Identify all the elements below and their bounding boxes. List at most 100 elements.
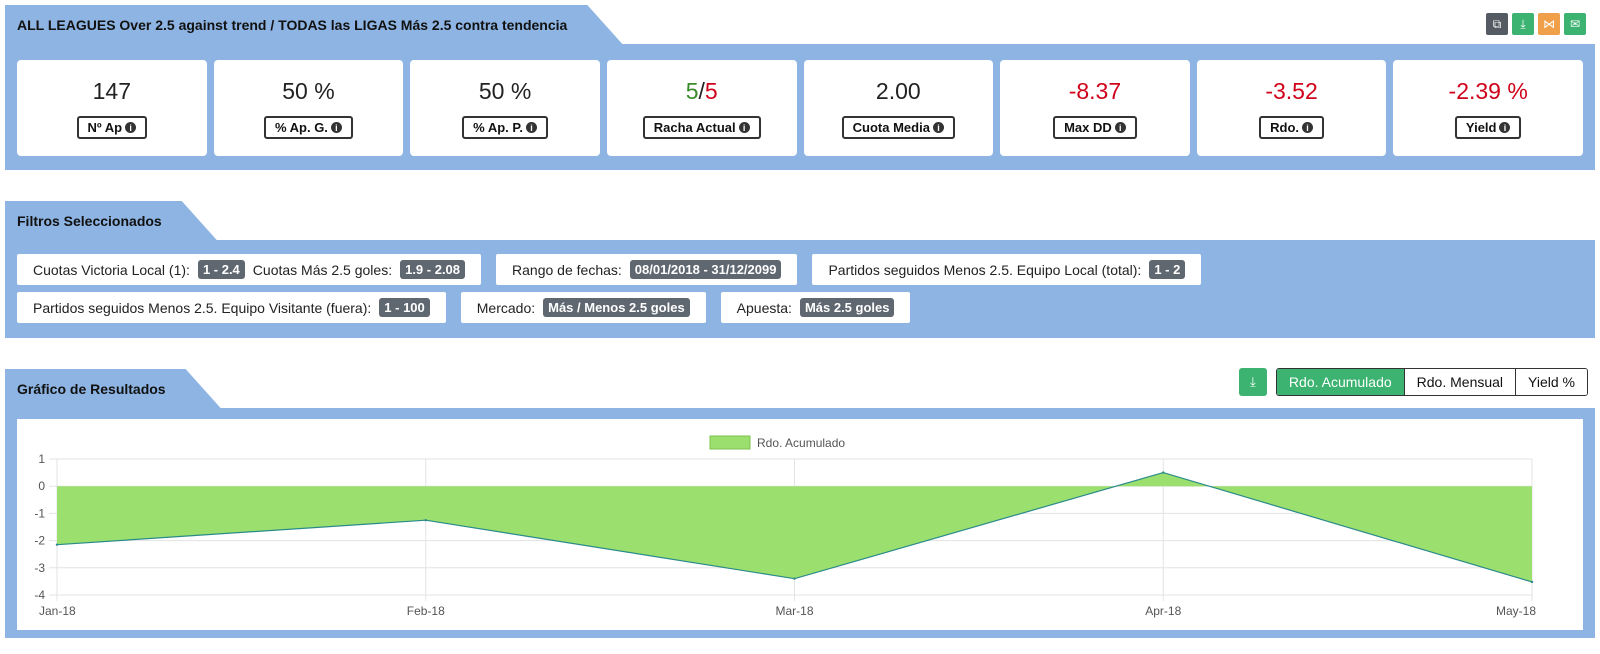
filter-label: Apuesta: — [736, 299, 792, 316]
stat-label[interactable]: Racha Actual i — [642, 116, 761, 139]
y-tick-label: -1 — [34, 506, 45, 520]
stat-value: 50 % — [478, 78, 532, 104]
y-tick-label: 0 — [38, 479, 45, 493]
data-point — [424, 519, 427, 522]
info-icon[interactable]: i — [1499, 122, 1511, 133]
stats-panel: 147 Nº Ap i 50 %% Ap. G. i 50 %% Ap. P. i 5/5 Ra… — [5, 44, 1595, 170]
stat-value: -2.39 % — [1448, 78, 1528, 104]
info-icon[interactable]: i — [1114, 122, 1126, 133]
chart-area: 1 0 -1 -2 -3 -4 Jan-18 Feb-18 Mar-18 Apr-18 May-18… — [17, 419, 1583, 630]
chart-download-icon[interactable]: ⤓ — [1238, 368, 1267, 396]
header-bar: ALL LEAGUES Over 2.5 against trend / TOD… — [0, 0, 1600, 44]
filter-chip: Apuesta: Más 2.5 goles — [720, 292, 911, 323]
chart-panel: 1 0 -1 -2 -3 -4 Jan-18 Feb-18 Mar-18 Apr-18 May-18… — [5, 408, 1595, 638]
filter-value-badge: 1.9 - 2.08 — [400, 260, 466, 279]
x-tick-label: Mar-18 — [775, 604, 813, 618]
share-icon[interactable]: ⋈ — [1538, 13, 1560, 35]
filters-header: Filtros Seleccionados — [0, 196, 1600, 240]
filter-label: Rango de fechas: — [512, 261, 622, 278]
data-point — [1162, 471, 1165, 474]
x-tick-label: Feb-18 — [407, 604, 445, 618]
filter-label: Cuotas Más 2.5 goles: — [252, 261, 393, 278]
mail-icon[interactable]: ✉ — [1564, 13, 1586, 35]
chart-header: Gráfico de Resultados ⤓ Rdo. Acumulado Rd… — [0, 364, 1600, 408]
y-tick-label: 1 — [38, 452, 45, 466]
filters-panel: Cuotas Victoria Local (1): 1 - 2.4 Cuotas … — [5, 240, 1595, 338]
data-point — [55, 543, 59, 546]
copy-icon[interactable]: ⧉ — [1486, 13, 1508, 35]
stat-label[interactable]: Cuota Media i — [841, 116, 955, 139]
stats-row: 147 Nº Ap i 50 %% Ap. G. i 50 %% Ap. P. i 5/5 Ra… — [5, 44, 1595, 170]
filter-label: Partidos seguidos Menos 2.5. Equipo Loca… — [828, 261, 1142, 278]
stat-card: 2.00 Cuota Media i — [803, 60, 994, 156]
filters-title: Filtros Seleccionados — [5, 201, 217, 240]
chart-tab[interactable]: Rdo. Acumulado — [1276, 369, 1404, 395]
stat-card: 50 % % Ap. P. i — [410, 60, 600, 156]
stat-label[interactable]: Max DD i — [1053, 116, 1137, 139]
stat-label[interactable]: Yield i — [1454, 116, 1522, 139]
info-icon[interactable]: i — [525, 122, 537, 133]
stat-label-text: Nº Ap — [87, 120, 123, 135]
stat-card: 147 Nº Ap i — [17, 60, 207, 156]
streak-loss: 5 — [704, 78, 718, 104]
page-title: ALL LEAGUES Over 2.5 against trend / TOD… — [5, 5, 622, 44]
y-tick-label: -4 — [34, 588, 45, 602]
info-icon[interactable]: i — [738, 122, 750, 133]
y-tick-label: -3 — [34, 561, 45, 575]
chart-tab[interactable]: Rdo. Mensual — [1403, 369, 1516, 395]
filter-label: Partidos seguidos Menos 2.5. Equipo Visi… — [33, 299, 372, 316]
stat-label[interactable]: Rdo. i — [1259, 116, 1324, 139]
filter-chip: Cuotas Victoria Local (1): 1 - 2.4 Cuotas … — [17, 254, 482, 285]
data-point — [1530, 580, 1534, 584]
stat-label-text: Yield — [1465, 120, 1497, 135]
x-tick-label: Jan-18 — [39, 604, 76, 618]
chart-tools: ⤓ Rdo. Acumulado Rdo. Mensual Yield % — [1238, 368, 1588, 396]
legend-label: Rdo. Acumulado — [757, 436, 845, 450]
filter-value-badge: 1 - 2 — [1149, 260, 1186, 279]
header-tools: ⧉ ⤓ ⋈ ✉ — [1486, 13, 1586, 35]
results-chart: 1 0 -1 -2 -3 -4 Jan-18 Feb-18 Mar-18 Apr-18 May-18… — [34, 435, 1536, 618]
legend-swatch — [709, 435, 751, 450]
stat-label[interactable]: Nº Ap i — [76, 116, 148, 139]
stat-value: 2.00 — [875, 78, 921, 104]
filters-list: Cuotas Victoria Local (1): 1 - 2.4 Cuotas … — [5, 240, 1595, 338]
stat-label[interactable]: % Ap. G. i — [263, 116, 353, 139]
stat-label[interactable]: % Ap. P. i — [462, 116, 548, 139]
stat-value: 147 — [92, 78, 131, 104]
filter-value-badge: Más / Menos 2.5 goles — [543, 298, 690, 317]
stat-label-text: Rdo. — [1270, 120, 1299, 135]
stat-value: 5/5 — [686, 78, 718, 110]
info-icon[interactable]: i — [1302, 122, 1313, 133]
filter-value-badge: 08/01/2018 - 31/12/2099 — [629, 260, 782, 279]
download-icon[interactable]: ⤓ — [1512, 13, 1534, 35]
stat-card: -2.39 % Yield i — [1393, 60, 1583, 156]
filter-chip: Rango de fechas: 08/01/2018 - 31/12/2099 — [496, 254, 798, 285]
y-tick-label: -2 — [34, 534, 45, 548]
stat-card: -8.37 Max DD i — [1000, 60, 1190, 156]
info-icon[interactable]: i — [932, 122, 944, 133]
stat-value: -8.37 — [1068, 78, 1122, 104]
filter-chip: Mercado: Más / Menos 2.5 goles — [460, 292, 706, 323]
filter-value-badge: Más 2.5 goles — [799, 298, 895, 317]
chart-tabs: Rdo. Acumulado Rdo. Mensual Yield % — [1275, 368, 1588, 396]
info-icon[interactable]: i — [125, 122, 137, 133]
stat-card: 5/5 Racha Actual i — [606, 60, 797, 156]
filter-value-badge: 1 - 2.4 — [197, 260, 245, 279]
stat-card: 50 % % Ap. G. i — [213, 60, 404, 156]
data-point — [793, 577, 796, 580]
stat-label-text: Cuota Media — [852, 120, 930, 135]
stat-label-text: Max DD — [1064, 120, 1112, 135]
series-area — [57, 472, 1532, 582]
filter-row: Cuotas Victoria Local (1): 1 - 2.4 Cuotas … — [17, 254, 1583, 285]
stat-value: -3.52 — [1265, 78, 1318, 104]
chart-tab[interactable]: Yield % — [1515, 369, 1587, 395]
info-icon[interactable]: i — [330, 122, 342, 133]
stat-label-text: % Ap. G. — [274, 120, 328, 135]
x-tick-label: Apr-18 — [1145, 604, 1181, 618]
streak-win: 5 — [685, 78, 699, 104]
filter-value-badge: 1 - 100 — [379, 298, 430, 317]
stat-value: 50 % — [282, 78, 335, 104]
x-tick-label: May-18 — [1496, 604, 1536, 618]
filter-chip: Partidos seguidos Menos 2.5. Equipo Visi… — [17, 292, 446, 323]
stat-card: -3.52 Rdo. i — [1196, 60, 1387, 156]
